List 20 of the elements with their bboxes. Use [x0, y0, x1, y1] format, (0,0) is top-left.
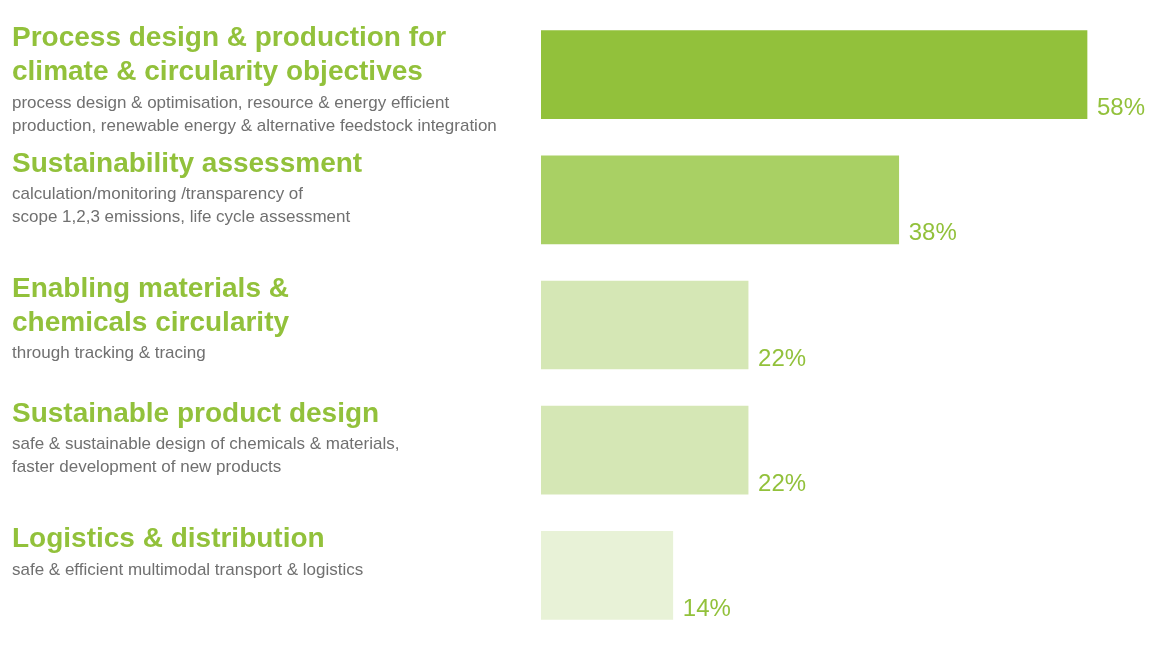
y-tick-label: Process design & production for climate & circularity objectives — [12, 21, 447, 87]
data-label: 14% — [682, 594, 731, 622]
text: through tracking & tracing — [12, 343, 206, 363]
bar — [541, 30, 1088, 119]
text: safe & sustainable design of chemicals & materials, faster development of new products — [12, 434, 400, 477]
text: safe & efficient multimodal transport & logistics — [12, 559, 364, 579]
data-label: 58% — [1097, 93, 1146, 121]
bar — [541, 155, 900, 245]
y-tick-label: Sustainability assessment — [12, 146, 363, 178]
text: process design & optimisation, resource & energy efficient production, renewable energy & alternative feedstock integration — [12, 92, 497, 135]
data-label: 22% — [758, 468, 807, 496]
y-tick-label: Sustainable product design — [12, 396, 380, 428]
bar — [541, 405, 749, 495]
y-tick-label: Enabling materials & chemicals circularity — [12, 271, 290, 337]
data-label: 38% — [908, 218, 957, 246]
text: calculation/monitoring /transparency of scope 1,2,3 emissions, life cycle assessment — [12, 183, 351, 226]
data-label: 22% — [758, 343, 807, 371]
bar — [541, 531, 674, 620]
bar — [541, 280, 749, 370]
y-tick-label: Logistics & distribution — [12, 522, 325, 554]
